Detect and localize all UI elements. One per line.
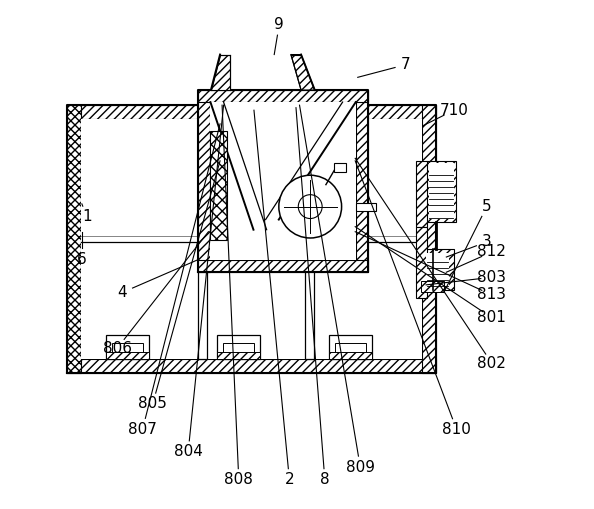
Bar	[426, 253, 449, 288]
Bar	[67, 359, 436, 374]
Bar	[429, 163, 454, 219]
Text: 5: 5	[482, 199, 492, 214]
Bar	[223, 343, 254, 359]
Circle shape	[298, 194, 322, 218]
Bar	[198, 260, 368, 272]
Text: 802: 802	[478, 356, 506, 371]
Bar	[334, 163, 346, 172]
Bar	[106, 335, 149, 359]
Text: 8: 8	[320, 472, 330, 487]
Text: 803: 803	[478, 270, 507, 285]
Text: 813: 813	[478, 288, 507, 302]
Bar	[210, 102, 356, 260]
Text: 3: 3	[482, 234, 492, 249]
Bar	[426, 161, 456, 221]
Bar	[217, 352, 260, 359]
Text: 809: 809	[346, 460, 375, 474]
Text: 7: 7	[401, 57, 410, 72]
Text: 812: 812	[478, 244, 506, 260]
Bar	[334, 343, 365, 359]
Bar	[67, 105, 436, 119]
Text: 4: 4	[118, 285, 127, 300]
Bar	[416, 161, 427, 227]
Bar	[356, 90, 368, 272]
Text: 807: 807	[128, 421, 157, 437]
Text: 806: 806	[103, 341, 132, 356]
Circle shape	[279, 175, 342, 238]
Bar	[305, 248, 314, 359]
Bar	[198, 90, 210, 272]
Polygon shape	[291, 54, 315, 90]
Bar	[112, 343, 143, 359]
Bar	[106, 352, 149, 359]
Bar	[356, 203, 376, 211]
Bar	[328, 335, 372, 359]
Bar	[217, 335, 260, 359]
Text: 9: 9	[274, 17, 284, 32]
Text: 810: 810	[442, 421, 471, 437]
Text: 804: 804	[173, 444, 203, 460]
Bar	[421, 281, 444, 293]
Text: 710: 710	[440, 103, 468, 118]
Text: 1: 1	[82, 209, 91, 224]
Bar	[416, 227, 427, 298]
Bar	[81, 119, 422, 359]
Bar	[422, 105, 436, 374]
Bar	[424, 249, 454, 290]
Bar	[328, 352, 372, 359]
Bar	[198, 90, 368, 102]
Text: 801: 801	[478, 310, 506, 325]
Bar	[198, 248, 207, 359]
Text: 808: 808	[225, 472, 253, 487]
Bar	[210, 131, 227, 240]
Text: 805: 805	[138, 397, 167, 411]
Polygon shape	[211, 54, 230, 90]
Text: 2: 2	[285, 472, 294, 487]
Bar	[67, 105, 81, 374]
Text: 6: 6	[77, 252, 87, 267]
